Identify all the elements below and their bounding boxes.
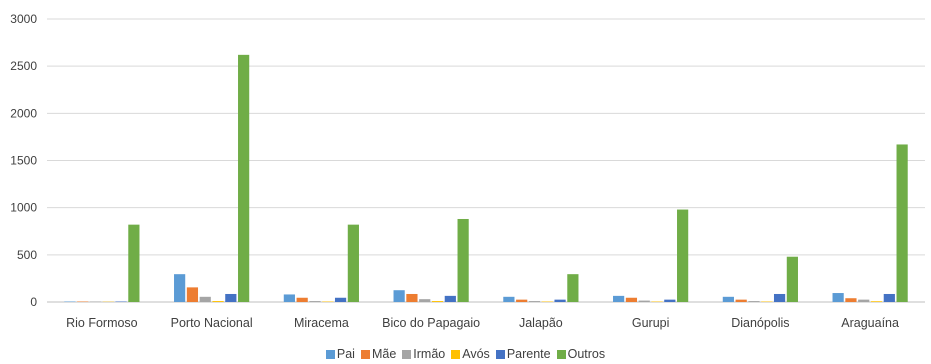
bar-outros (128, 224, 140, 302)
legend-item: Irmão (402, 347, 445, 361)
bar-parente (225, 293, 237, 302)
y-tick-label: 2500 (10, 59, 37, 73)
x-tick-label: Porto Nacional (171, 316, 253, 330)
bar-parente (334, 297, 347, 302)
bar-irmão (419, 299, 431, 302)
bar-irmão (309, 301, 321, 302)
bar-mãe (625, 297, 638, 302)
bar-mãe (296, 297, 308, 302)
bar-outros (786, 256, 798, 302)
bar-irmão (858, 299, 870, 302)
y-tick-label: 1500 (10, 154, 37, 168)
bar-outros (347, 224, 359, 302)
bar-outros (567, 274, 579, 302)
y-tick-label: 2000 (10, 106, 37, 120)
x-tick-label: Rio Formoso (66, 316, 138, 330)
legend-label: Parente (506, 347, 551, 361)
bar-parente (773, 293, 786, 302)
bar-parente (664, 299, 676, 302)
x-tick-label: Araguaína (841, 316, 899, 330)
bar-mãe (516, 299, 528, 302)
bar-irmão (199, 296, 211, 302)
y-tick-label: 500 (17, 248, 37, 262)
bar-irmão (528, 301, 541, 302)
bar-parente (444, 295, 456, 302)
bar-pai (283, 294, 295, 302)
bar-mãe (845, 298, 857, 302)
bar-outros (896, 144, 908, 302)
bar-outros (457, 218, 469, 302)
legend-swatch (325, 349, 335, 359)
legend-item: Avós (451, 347, 490, 361)
legend-item: Pai (325, 347, 355, 361)
chart-legend: Pai Mãe Irmão Avós Parente Outros (0, 345, 931, 363)
legend-swatch (451, 349, 461, 359)
bar-irmão (638, 300, 650, 302)
bar-parente (554, 299, 566, 302)
bar-pai (174, 274, 186, 302)
bar-pai (722, 296, 734, 302)
legend-label: Mãe (371, 347, 397, 361)
bar-irmão (748, 301, 760, 302)
bar-outros (238, 54, 250, 303)
legend-swatch (495, 349, 505, 359)
bar-avós (870, 301, 883, 302)
x-tick-label: Bico do Papagaio (382, 316, 480, 330)
legend-item: Outros (556, 347, 606, 361)
bar-parente (883, 293, 895, 302)
y-tick-label: 1000 (10, 201, 37, 215)
bar-pai (503, 296, 515, 302)
legend-swatch (402, 349, 412, 359)
bar-mãe (186, 287, 199, 302)
legend-label: Avós (462, 347, 490, 361)
legend-item: Mãe (360, 347, 397, 361)
bar-avós (431, 301, 444, 302)
bar-outros (677, 209, 689, 302)
y-tick-label: 0 (30, 295, 37, 309)
legend-swatch (360, 349, 370, 359)
bar-pai (393, 290, 405, 302)
x-tick-label: Jalapão (519, 316, 563, 330)
bar-mãe (735, 299, 747, 302)
legend-label: Outros (567, 347, 606, 361)
x-tick-label: Miracema (294, 316, 349, 330)
bar-avós (212, 301, 224, 302)
y-tick-label: 3000 (10, 12, 37, 26)
legend-item: Parente (495, 347, 551, 361)
bar-pai (613, 295, 625, 302)
bar-pai (832, 293, 844, 302)
legend-swatch (556, 349, 566, 359)
legend-label: Pai (336, 347, 355, 361)
x-tick-label: Gurupi (632, 316, 670, 330)
x-tick-label: Dianópolis (731, 316, 789, 330)
legend-label: Irmão (413, 347, 446, 361)
bar-mãe (406, 293, 418, 302)
